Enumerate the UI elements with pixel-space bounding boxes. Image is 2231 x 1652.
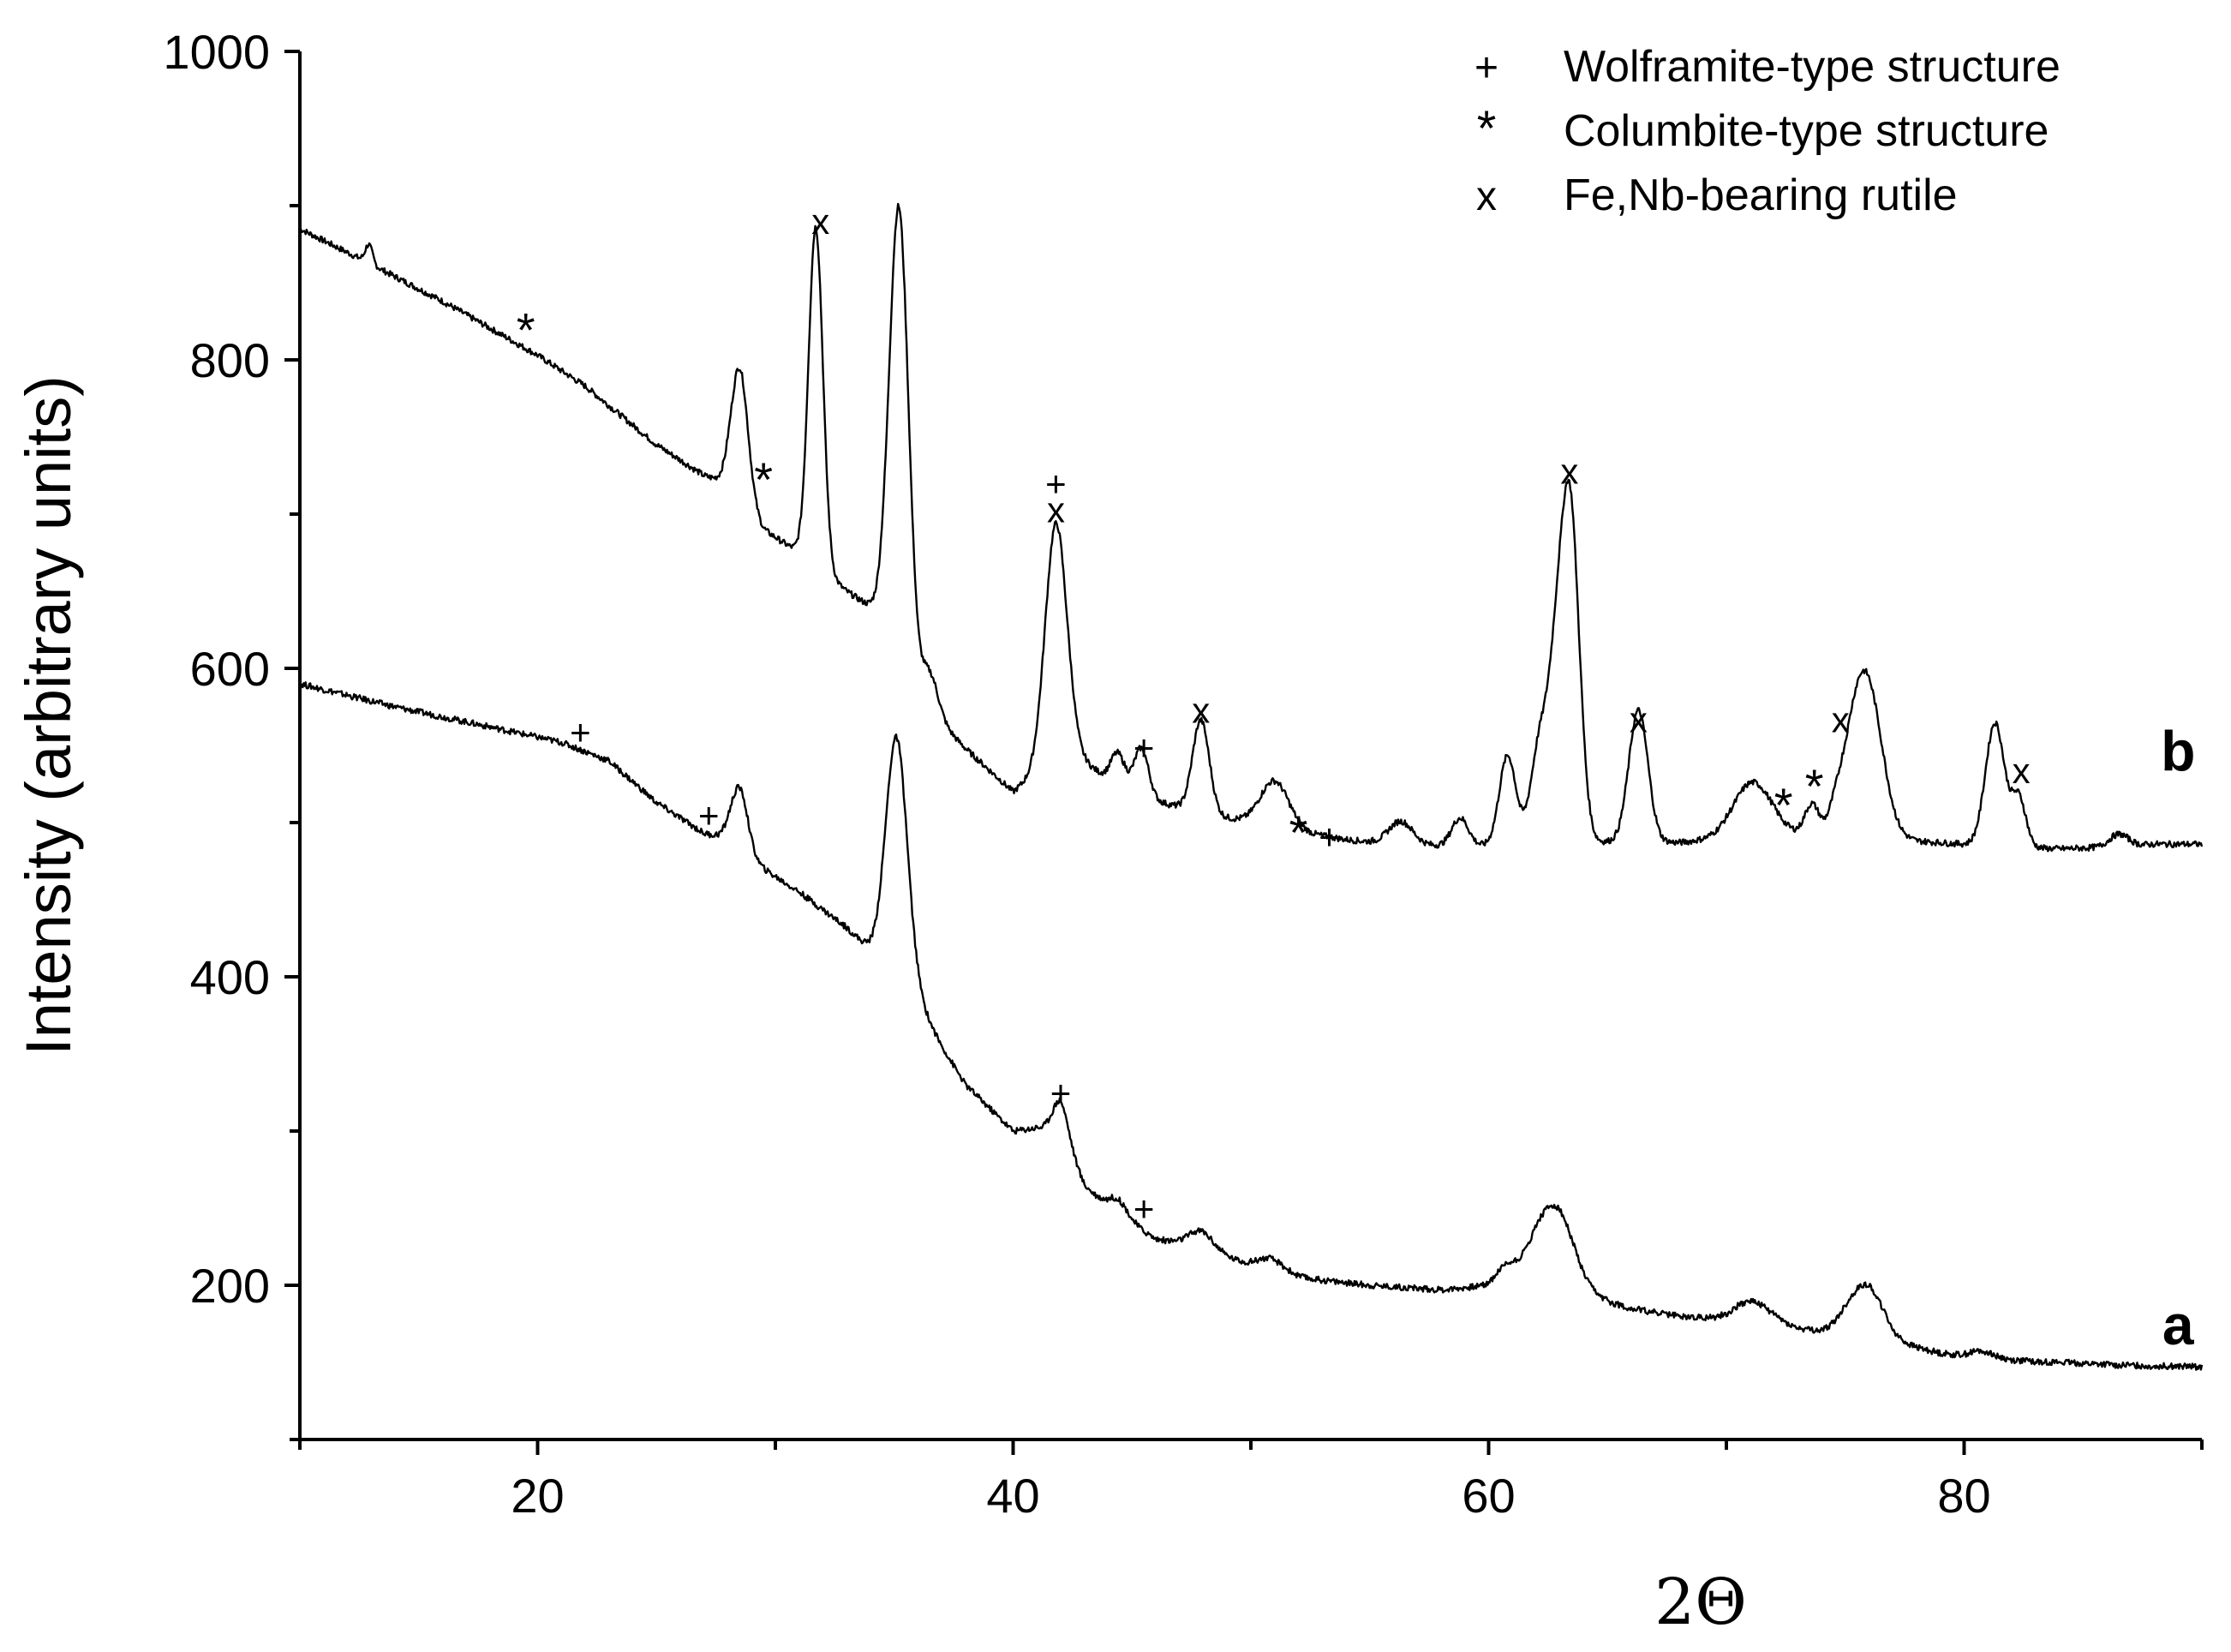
- legend: + Wolframite-type structure * Columbite-typ…: [1474, 42, 2061, 220]
- peak-marker: x: [1630, 699, 1648, 739]
- peak-marker: *: [754, 452, 773, 506]
- curve-labels: ba: [2161, 719, 2195, 1356]
- curve-label-a: a: [2162, 1293, 2195, 1356]
- peak-markers: **x+x+x* +xx* *xx++++: [517, 201, 2031, 1229]
- legend-symbol: x: [1476, 174, 1497, 219]
- peak-marker: +: [570, 712, 591, 752]
- x-ticks: 20 40 60 80: [298, 1440, 2204, 1523]
- peak-marker: *: [517, 302, 535, 356]
- peak-marker: +: [698, 795, 720, 835]
- peak-marker: *: [1805, 759, 1824, 813]
- peak-marker: x: [811, 201, 829, 242]
- y-tick-label: 600: [190, 642, 270, 696]
- peak-marker: +: [1133, 727, 1155, 768]
- peak-marker: +: [1045, 464, 1067, 504]
- axes: 200 400 600 800 1000 20 40 60 80: [163, 25, 2204, 1523]
- y-tick-label: 400: [190, 950, 270, 1004]
- series-layer: [298, 202, 2204, 1371]
- x-tick-label: 80: [1937, 1469, 1990, 1523]
- x-tick-label: 20: [511, 1469, 564, 1523]
- curve-label-b: b: [2161, 719, 2195, 782]
- x-tick-label: 60: [1462, 1469, 1515, 1523]
- x-tick-label: 40: [986, 1469, 1039, 1523]
- peak-marker: +: [1319, 817, 1340, 857]
- x-axis-title: 2Θ: [1654, 1565, 1747, 1639]
- y-tick-label: 800: [190, 333, 270, 387]
- legend-label: Columbite-type structure: [1564, 106, 2049, 156]
- series-a-line: [298, 681, 2204, 1371]
- peak-marker: x: [1832, 699, 1850, 739]
- peak-marker: *: [1774, 778, 1793, 832]
- y-axis-title: Intensity (arbitrary units): [13, 375, 84, 1056]
- peak-marker: +: [1133, 1188, 1155, 1229]
- series-b-line: [299, 202, 2204, 853]
- legend-symbol: +: [1474, 45, 1498, 91]
- peak-marker: x: [2013, 751, 2031, 791]
- legend-symbol: *: [1477, 101, 1497, 157]
- y-tick-label: 1000: [163, 25, 270, 79]
- peak-marker: x: [1560, 452, 1578, 492]
- peak-marker: +: [1050, 1073, 1072, 1113]
- legend-label: Wolframite-type structure: [1564, 42, 2061, 92]
- peak-marker: *: [1289, 805, 1308, 859]
- peak-marker: x: [1192, 691, 1210, 731]
- y-ticks: 200 400 600 800 1000: [163, 25, 300, 1441]
- legend-label: Fe,Nb-bearing rutile: [1564, 171, 1958, 220]
- y-tick-label: 200: [190, 1259, 270, 1313]
- peak-marker: x: [1047, 490, 1065, 530]
